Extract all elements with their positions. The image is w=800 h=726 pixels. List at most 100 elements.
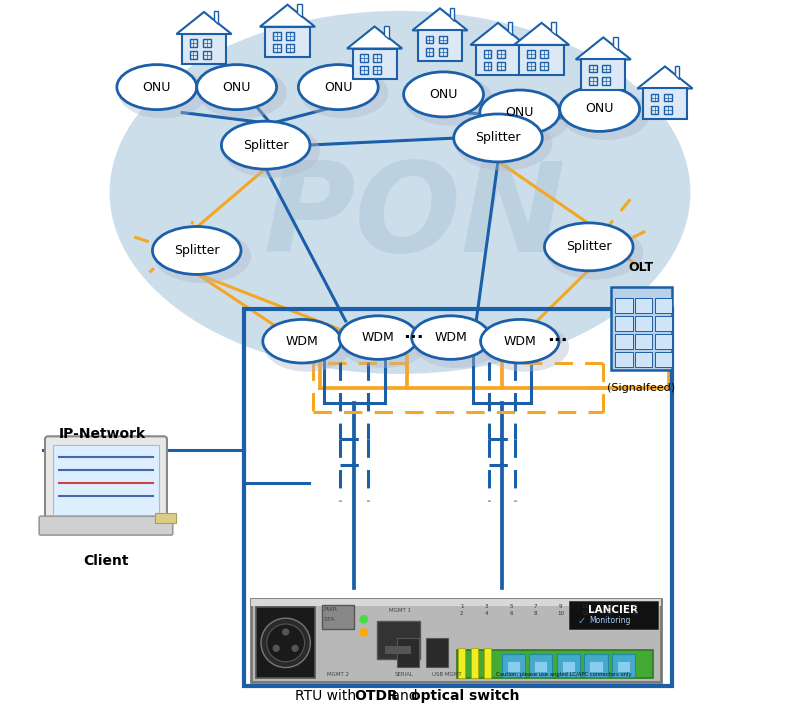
Polygon shape xyxy=(418,30,462,61)
Ellipse shape xyxy=(117,65,197,110)
Text: ONU: ONU xyxy=(586,102,614,115)
Polygon shape xyxy=(551,22,556,36)
Polygon shape xyxy=(347,26,402,49)
Ellipse shape xyxy=(223,124,320,178)
Bar xyxy=(541,62,548,70)
FancyBboxPatch shape xyxy=(471,648,478,678)
Polygon shape xyxy=(643,89,687,119)
Bar xyxy=(650,106,658,113)
Text: SERIAL: SERIAL xyxy=(394,672,413,677)
Polygon shape xyxy=(638,66,693,89)
Bar xyxy=(664,106,672,113)
Bar xyxy=(541,50,548,58)
FancyBboxPatch shape xyxy=(506,661,520,672)
Polygon shape xyxy=(450,7,454,21)
Ellipse shape xyxy=(118,68,207,118)
Bar xyxy=(374,54,382,62)
Text: WDM: WDM xyxy=(503,335,536,348)
Text: 14: 14 xyxy=(606,611,614,616)
Bar xyxy=(602,77,610,84)
FancyBboxPatch shape xyxy=(457,650,653,678)
Polygon shape xyxy=(514,23,569,45)
FancyBboxPatch shape xyxy=(569,601,658,629)
FancyBboxPatch shape xyxy=(612,654,635,677)
FancyBboxPatch shape xyxy=(634,352,653,367)
FancyBboxPatch shape xyxy=(654,352,672,367)
FancyBboxPatch shape xyxy=(530,654,553,677)
Text: WDM: WDM xyxy=(434,331,467,344)
Text: LANCIER: LANCIER xyxy=(589,605,638,615)
Polygon shape xyxy=(508,22,512,36)
FancyBboxPatch shape xyxy=(617,661,630,672)
Bar xyxy=(190,52,198,59)
FancyBboxPatch shape xyxy=(322,605,354,629)
FancyBboxPatch shape xyxy=(634,334,653,349)
Polygon shape xyxy=(519,45,564,76)
Ellipse shape xyxy=(412,316,490,359)
Text: WDM: WDM xyxy=(286,335,318,348)
FancyBboxPatch shape xyxy=(53,445,159,515)
Ellipse shape xyxy=(454,114,542,162)
FancyBboxPatch shape xyxy=(634,316,653,331)
Bar xyxy=(497,62,505,70)
Polygon shape xyxy=(674,65,679,79)
Text: (Signalfeed): (Signalfeed) xyxy=(607,383,675,393)
Ellipse shape xyxy=(481,319,559,363)
Polygon shape xyxy=(353,49,397,79)
Bar xyxy=(273,44,281,52)
FancyBboxPatch shape xyxy=(615,316,633,331)
FancyBboxPatch shape xyxy=(585,654,608,677)
Bar xyxy=(484,62,491,70)
Bar xyxy=(527,50,535,58)
Ellipse shape xyxy=(404,72,483,117)
Polygon shape xyxy=(214,11,218,25)
FancyBboxPatch shape xyxy=(251,599,662,606)
Bar xyxy=(439,36,446,44)
Bar xyxy=(374,66,382,73)
Bar xyxy=(286,32,294,40)
FancyBboxPatch shape xyxy=(39,516,173,535)
FancyBboxPatch shape xyxy=(377,621,420,659)
FancyBboxPatch shape xyxy=(654,334,672,349)
Text: 1: 1 xyxy=(460,604,463,608)
FancyBboxPatch shape xyxy=(386,646,411,655)
Text: MGMT 2: MGMT 2 xyxy=(327,672,350,677)
Circle shape xyxy=(266,624,305,662)
Text: Splitter: Splitter xyxy=(475,131,521,144)
Text: Splitter: Splitter xyxy=(243,139,289,152)
Ellipse shape xyxy=(197,65,277,110)
Text: 5: 5 xyxy=(510,604,513,608)
Text: 6: 6 xyxy=(510,611,513,616)
Ellipse shape xyxy=(413,319,500,368)
Text: ···: ··· xyxy=(403,329,424,346)
Ellipse shape xyxy=(153,227,241,274)
FancyBboxPatch shape xyxy=(458,648,466,678)
Text: WDM: WDM xyxy=(362,331,394,344)
Text: 15: 15 xyxy=(631,604,638,608)
Text: 13: 13 xyxy=(606,604,614,608)
FancyBboxPatch shape xyxy=(634,298,653,313)
Text: OLT: OLT xyxy=(629,261,654,274)
Bar xyxy=(190,39,198,47)
Circle shape xyxy=(282,629,290,636)
Ellipse shape xyxy=(480,90,560,135)
Text: and: and xyxy=(387,688,422,703)
Bar xyxy=(360,66,368,73)
Ellipse shape xyxy=(482,93,570,144)
Text: 10: 10 xyxy=(557,611,564,616)
Ellipse shape xyxy=(262,319,341,363)
Text: 4: 4 xyxy=(485,611,488,616)
Text: ✓: ✓ xyxy=(578,616,586,626)
FancyBboxPatch shape xyxy=(251,599,662,682)
FancyBboxPatch shape xyxy=(256,607,315,678)
Polygon shape xyxy=(297,4,302,17)
FancyBboxPatch shape xyxy=(557,654,580,677)
Text: Monitoring: Monitoring xyxy=(589,616,630,625)
Text: 2: 2 xyxy=(460,611,463,616)
Ellipse shape xyxy=(560,86,639,131)
FancyBboxPatch shape xyxy=(534,661,547,672)
Ellipse shape xyxy=(298,65,378,110)
Text: Client: Client xyxy=(83,554,129,568)
Polygon shape xyxy=(384,25,389,39)
Text: IP-Network: IP-Network xyxy=(58,427,146,441)
